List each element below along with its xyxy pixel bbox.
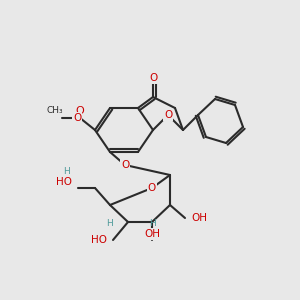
Text: H: H [106,219,113,228]
Text: HO: HO [56,177,72,187]
Text: H: H [148,219,155,228]
Text: OH: OH [191,213,207,223]
Text: O: O [148,183,156,193]
Text: O: O [121,160,129,170]
Text: O: O [73,113,81,123]
Text: H: H [63,167,69,176]
Text: O: O [76,106,84,116]
Text: O: O [164,110,172,120]
Text: O: O [149,73,157,83]
Text: HO: HO [91,235,107,245]
Text: OH: OH [144,229,160,239]
Text: CH₃: CH₃ [46,106,63,115]
